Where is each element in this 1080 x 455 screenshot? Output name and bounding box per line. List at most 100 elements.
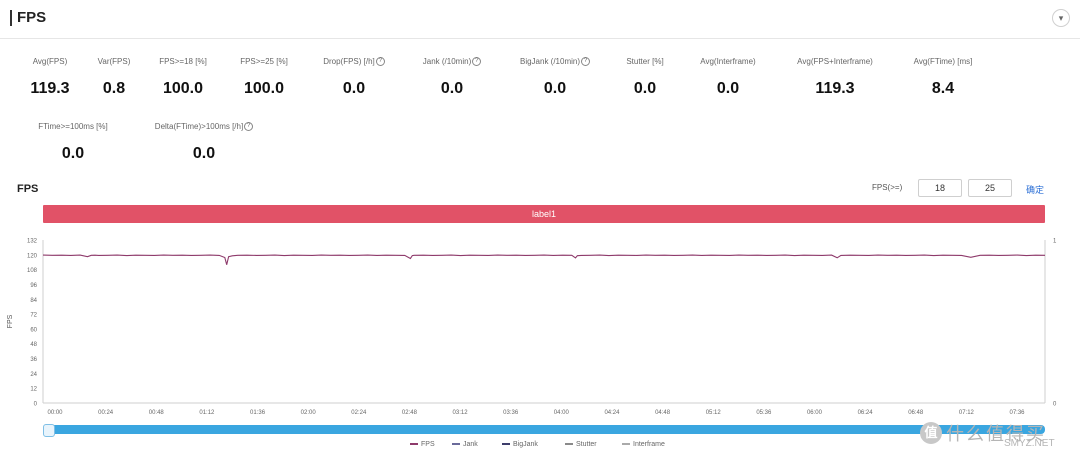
metric-label: Drop(FPS) [/h]? xyxy=(306,57,402,67)
metric-card: FPS>=25 [%] 100.0 xyxy=(216,57,312,98)
y-tick-label: 0 xyxy=(34,402,38,408)
right-y-tick-label: 0 xyxy=(1053,402,1057,408)
metric-value: 0.0 xyxy=(440,80,464,98)
fps-series-line xyxy=(42,254,1046,265)
metric-card: Stutter [%] 0.0 xyxy=(597,57,693,98)
legend-item[interactable]: BigJank xyxy=(502,441,538,448)
metric-label: FPS>=18 [%] xyxy=(135,57,231,66)
metric-label-text: FTime>=100ms [%] xyxy=(38,122,108,131)
metric-card: Var(FPS) 0.8 xyxy=(66,57,162,98)
metric-card: Delta(FTime)>100ms [/h]? 0.0 xyxy=(144,122,264,163)
metric-label-text: Avg(FPS) xyxy=(32,57,68,66)
metric-card: FTime>=100ms [%] 0.0 xyxy=(13,122,133,163)
legend-swatch xyxy=(452,443,460,446)
metric-card: BigJank (/10min)? 0.0 xyxy=(507,57,603,98)
x-tick-label: 01:12 xyxy=(199,410,215,416)
y-tick-label: 84 xyxy=(30,298,37,304)
chevron-down-icon[interactable]: ▾ xyxy=(1052,9,1070,27)
chart-legend: FPS Jank BigJank Stutter Interframe xyxy=(0,441,1080,455)
x-tick-label: 06:24 xyxy=(858,410,874,416)
metric-label: Delta(FTime)>100ms [/h]? xyxy=(144,122,264,132)
legend-item[interactable]: Interframe xyxy=(622,441,665,448)
fps-filter-label: FPS(>=) xyxy=(872,183,903,192)
watermark-cn: 什么值得买 xyxy=(946,424,1046,444)
metric-value: 119.3 xyxy=(30,80,70,97)
y-tick-label: 120 xyxy=(27,253,38,259)
panel-header: FPS ▾ xyxy=(0,0,1080,39)
fps-threshold-high-input[interactable]: 25 xyxy=(968,179,1012,197)
legend-swatch xyxy=(410,443,418,446)
metric-label: FPS>=25 [%] xyxy=(216,57,312,66)
watermark: 值 什么值得买 SMYZ.NET xyxy=(920,418,1080,455)
metric-label: Avg(FTime) [ms] xyxy=(895,57,991,66)
metric-label-text: Avg(FPS+Interframe) xyxy=(797,57,873,66)
y-tick-label: 72 xyxy=(30,313,37,319)
metric-card: FPS>=18 [%] 100.0 xyxy=(135,57,231,98)
x-tick-label: 07:36 xyxy=(1009,410,1025,416)
panel-title: FPS xyxy=(17,9,47,26)
metric-value: 0.0 xyxy=(342,80,366,98)
label-bar[interactable]: label1 xyxy=(43,205,1045,223)
metric-value: 0.0 xyxy=(716,80,740,97)
confirm-button[interactable]: 确定 xyxy=(1026,185,1045,195)
legend-item[interactable]: FPS xyxy=(410,441,435,448)
metric-card: Avg(Interframe) 0.0 xyxy=(680,57,776,98)
legend-label: Interframe xyxy=(633,441,665,448)
metric-value: 100.0 xyxy=(243,80,285,97)
info-icon[interactable]: ? xyxy=(581,57,591,67)
x-tick-label: 00:48 xyxy=(149,410,165,416)
metric-label-text: Jank (/10min) xyxy=(422,57,472,66)
x-tick-label: 06:48 xyxy=(908,410,924,416)
metric-card: Avg(FPS) 119.3 xyxy=(2,57,98,98)
metric-card: Avg(FPS+Interframe) 119.3 xyxy=(787,57,883,98)
y-tick-label: 132 xyxy=(27,239,38,245)
y-tick-label: 24 xyxy=(30,372,37,378)
timeline-scrollbar[interactable] xyxy=(43,424,1045,437)
metric-label: Avg(Interframe) xyxy=(680,57,776,66)
x-tick-label: 01:36 xyxy=(250,410,266,416)
metric-label: Jank (/10min)? xyxy=(404,57,500,67)
legend-item[interactable]: Jank xyxy=(452,441,478,448)
x-tick-label: 02:24 xyxy=(351,410,367,416)
metric-value: 0.8 xyxy=(102,80,126,97)
legend-swatch xyxy=(565,443,573,446)
metric-card: Drop(FPS) [/h]? 0.0 xyxy=(306,57,402,98)
legend-swatch xyxy=(622,443,630,446)
metric-label-text: Delta(FTime)>100ms [/h] xyxy=(154,122,244,131)
legend-item[interactable]: Stutter xyxy=(565,441,597,448)
right-y-tick-label: 1 xyxy=(1053,239,1057,245)
metric-value: 8.4 xyxy=(931,80,955,97)
x-tick-label: 03:36 xyxy=(503,410,519,416)
legend-label: BigJank xyxy=(513,441,538,448)
x-tick-label: 04:48 xyxy=(655,410,671,416)
metric-label: Stutter [%] xyxy=(597,57,693,66)
info-icon[interactable]: ? xyxy=(375,57,385,67)
metric-label: FTime>=100ms [%] xyxy=(13,122,133,131)
metric-label-text: Var(FPS) xyxy=(97,57,131,66)
fps-threshold-low-input[interactable]: 18 xyxy=(918,179,962,197)
x-tick-label: 00:24 xyxy=(98,410,114,416)
scrollbar-handle[interactable] xyxy=(43,424,55,437)
y-tick-label: 36 xyxy=(30,357,37,363)
title-marker xyxy=(10,10,12,26)
fps-line-chart: 0 12 24 36 48 60 72 84 96 108 120 132 0 1 FPS 00:00 00:2… xyxy=(7,239,1057,417)
y-tick-label: 12 xyxy=(30,387,37,393)
y-tick-label: 48 xyxy=(30,342,37,348)
metric-value: 100.0 xyxy=(162,80,204,97)
metric-label-text: BigJank (/10min) xyxy=(519,57,581,66)
metric-card: Avg(FTime) [ms] 8.4 xyxy=(895,57,991,98)
x-tick-label: 05:12 xyxy=(706,410,722,416)
legend-label: FPS xyxy=(421,441,435,448)
metric-value: 119.3 xyxy=(815,80,855,97)
legend-swatch xyxy=(502,443,510,446)
x-tick-label: 03:12 xyxy=(453,410,469,416)
metric-label: Avg(FPS) xyxy=(2,57,98,66)
y-tick-label: 60 xyxy=(30,327,37,333)
metric-label-text: Avg(Interframe) xyxy=(700,57,756,66)
metric-label: Avg(FPS+Interframe) xyxy=(787,57,883,66)
info-icon[interactable]: ? xyxy=(244,122,254,132)
metric-label-text: FPS>=25 [%] xyxy=(240,57,288,66)
chart-title: FPS xyxy=(17,183,39,195)
info-icon[interactable]: ? xyxy=(472,57,482,67)
metric-value: 0.0 xyxy=(543,80,567,98)
